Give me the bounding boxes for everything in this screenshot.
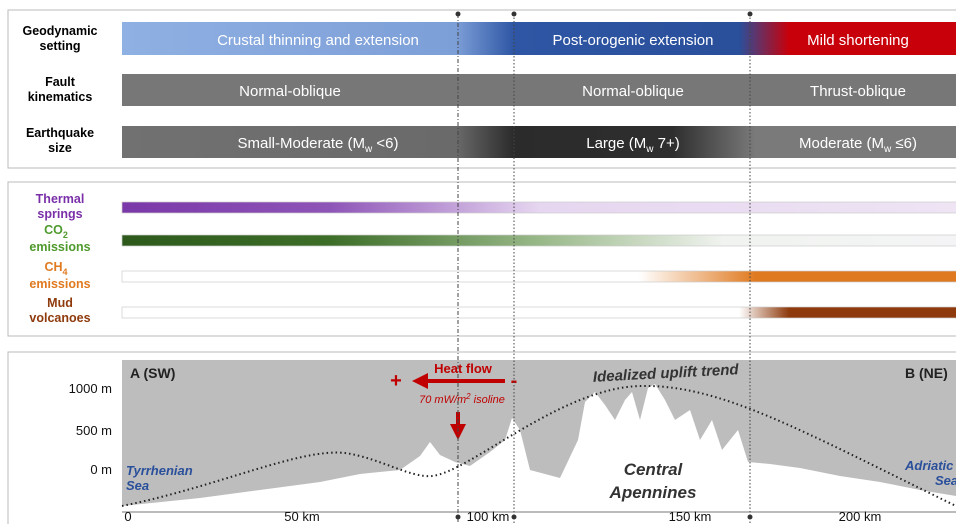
ch4-bar [122, 271, 956, 282]
distance-tick: 0 [124, 509, 131, 524]
plus-sign: + [390, 370, 402, 392]
bar-text: Mild shortening [807, 32, 909, 49]
reference-dot [748, 515, 753, 520]
figure: Geodynamicsetting Faultkinematics Earthq… [0, 0, 956, 524]
distance-tick: 200 km [839, 509, 882, 524]
distance-tick: 50 km [284, 509, 319, 524]
bar-text: Thrust-oblique [810, 83, 906, 100]
isoline-label: 70 mW/m2 isoline [419, 392, 505, 406]
reference-dot [748, 12, 753, 17]
distance-tick: 100 km [467, 509, 510, 524]
reference-dot [456, 12, 461, 17]
co2-bar [122, 235, 956, 246]
mud-bar [122, 307, 956, 318]
bar-text: Normal-oblique [239, 83, 341, 100]
elevation-tick: 0 m [90, 462, 112, 477]
distance-tick: 150 km [669, 509, 712, 524]
reference-dot [512, 12, 517, 17]
reference-dot [456, 515, 461, 520]
bar-text: Normal-oblique [582, 83, 684, 100]
reference-dot [512, 515, 517, 520]
elevation-tick: 500 m [76, 423, 112, 438]
heat-flow-label: Heat flow [434, 361, 493, 376]
bar-text: Post-orogenic extension [553, 32, 714, 49]
elevation-tick: 1000 m [69, 381, 112, 396]
start-label: A (SW) [130, 365, 175, 381]
end-label: B (NE) [905, 365, 948, 381]
bar-text: Crustal thinning and extension [217, 32, 419, 49]
thermal-bar [122, 202, 956, 213]
